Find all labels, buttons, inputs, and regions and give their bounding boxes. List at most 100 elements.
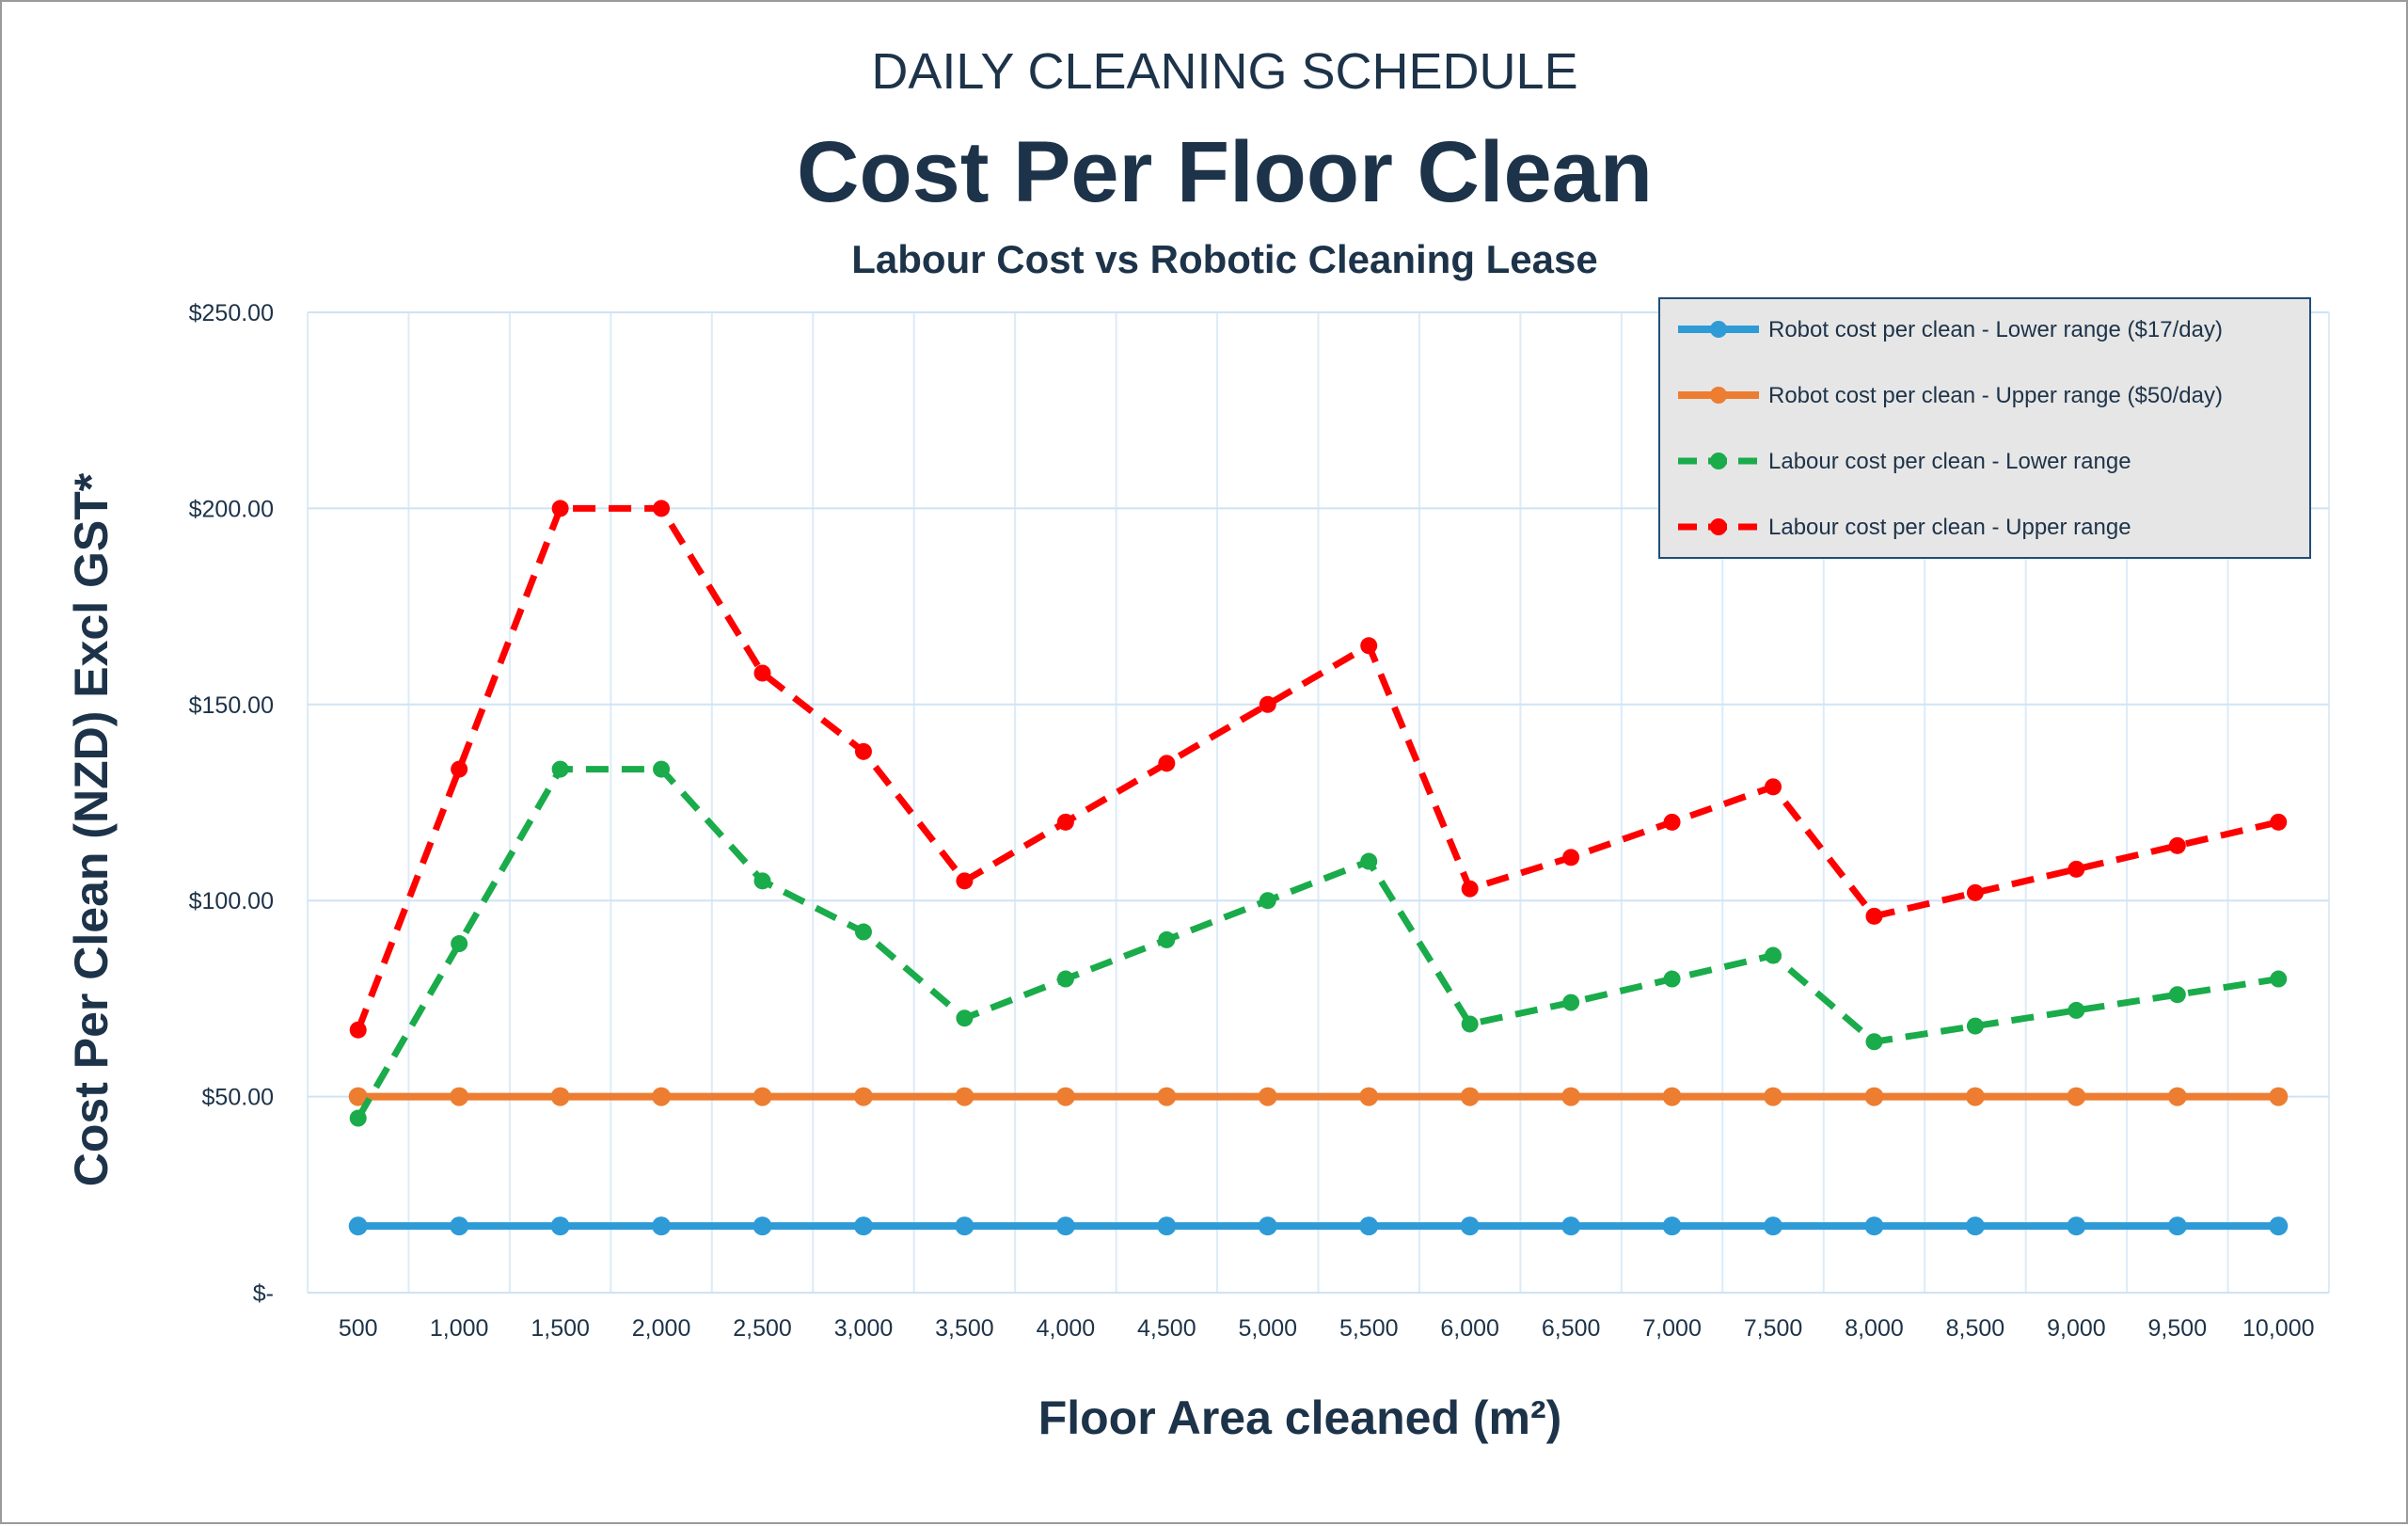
- series-layer: [348, 500, 2289, 1236]
- data-point: [1966, 883, 1984, 901]
- x-tick-label: 7,500: [1744, 1315, 1803, 1342]
- data-point: [955, 1087, 974, 1106]
- legend-swatch-marker: [1710, 453, 1727, 469]
- data-point: [2168, 836, 2186, 854]
- chart-subtitle: Labour Cost vs Robotic Cleaning Lease: [851, 237, 1597, 281]
- y-tick-label: $150.00: [189, 692, 274, 719]
- series-2: [348, 1087, 2289, 1106]
- data-point: [1561, 1087, 1581, 1106]
- data-point: [1966, 1017, 1984, 1035]
- data-point: [955, 1216, 974, 1236]
- data-point: [752, 1216, 772, 1236]
- y-tick-label: $250.00: [189, 300, 274, 326]
- data-point: [1965, 1216, 1985, 1236]
- data-point: [348, 1216, 368, 1236]
- x-tick-label: 10,000: [2242, 1315, 2314, 1342]
- data-point: [2270, 813, 2288, 831]
- data-point: [551, 760, 569, 778]
- data-point: [956, 872, 974, 890]
- data-point: [2168, 986, 2186, 1004]
- x-tick-label: 9,500: [2148, 1315, 2208, 1342]
- x-tick-label: 7,000: [1642, 1315, 1702, 1342]
- data-point: [1662, 1087, 1682, 1106]
- data-point: [1765, 946, 1782, 964]
- data-point: [1258, 1216, 1277, 1236]
- data-point: [1157, 1087, 1177, 1106]
- y-tick-label: $-: [253, 1280, 274, 1307]
- data-point: [1764, 1216, 1783, 1236]
- x-tick-label: 4,500: [1137, 1315, 1196, 1342]
- data-point: [2067, 860, 2085, 878]
- data-point: [653, 760, 671, 778]
- x-tick-label: 3,000: [834, 1315, 894, 1342]
- data-point: [1864, 1216, 1884, 1236]
- data-point: [653, 500, 671, 517]
- data-point: [1055, 1087, 1075, 1106]
- legend-label: Robot cost per clean - Upper range ($50/…: [1768, 383, 2223, 408]
- x-tick-label: 5,000: [1238, 1315, 1297, 1342]
- data-point: [752, 1087, 772, 1106]
- data-point: [853, 1216, 873, 1236]
- data-point: [652, 1087, 672, 1106]
- legend-swatch-marker: [1710, 387, 1727, 404]
- data-point: [2067, 1216, 2086, 1236]
- data-point: [2067, 1001, 2085, 1019]
- data-point: [2067, 1087, 2086, 1106]
- y-tick-label: $50.00: [202, 1085, 274, 1111]
- x-tick-label: 2,000: [632, 1315, 691, 1342]
- x-axis-title: Floor Area cleaned (m²): [1038, 1391, 1562, 1444]
- data-point: [349, 1109, 367, 1127]
- data-point: [2270, 970, 2288, 988]
- data-point: [1864, 1087, 1884, 1106]
- data-point: [854, 923, 872, 941]
- series-line: [355, 766, 2279, 1121]
- data-point: [1258, 1087, 1277, 1106]
- x-tick-label: 2,500: [733, 1315, 792, 1342]
- legend-swatch-marker: [1710, 321, 1727, 338]
- y-tick-label: $200.00: [189, 496, 274, 522]
- legend-items: Robot cost per clean - Lower range ($17/…: [1678, 317, 2223, 540]
- data-point: [349, 1021, 367, 1039]
- data-point: [1461, 1015, 1479, 1033]
- data-point: [1461, 880, 1479, 898]
- legend-label: Labour cost per clean - Upper range: [1768, 515, 2131, 540]
- legend: Robot cost per clean - Lower range ($17/…: [1658, 297, 2311, 559]
- data-point: [1460, 1087, 1480, 1106]
- x-tick-label: 9,000: [2047, 1315, 2106, 1342]
- data-point: [1359, 1216, 1379, 1236]
- chart-supertitle: DAILY CLEANING SCHEDULE: [871, 43, 1577, 100]
- data-point: [1259, 892, 1276, 910]
- data-point: [1663, 813, 1681, 831]
- data-point: [2269, 1087, 2289, 1106]
- data-point: [450, 1087, 469, 1106]
- x-tick-label: 8,000: [1845, 1315, 1904, 1342]
- data-point: [1662, 1216, 1682, 1236]
- x-tick-label: 3,500: [935, 1315, 994, 1342]
- data-point: [652, 1216, 672, 1236]
- data-point: [1259, 695, 1276, 713]
- legend-box: [1658, 297, 2311, 559]
- data-point: [451, 935, 468, 953]
- x-tick-label: 8,500: [1946, 1315, 2005, 1342]
- legend-swatch-marker: [1710, 518, 1727, 535]
- data-point: [2269, 1216, 2289, 1236]
- data-point: [1056, 813, 1074, 831]
- data-point: [550, 1216, 570, 1236]
- data-point: [1561, 1216, 1581, 1236]
- y-axis-title: Cost Per Clean (NZD) Excl GST*: [65, 472, 118, 1186]
- data-point: [1158, 930, 1176, 948]
- data-point: [1663, 970, 1681, 988]
- data-point: [1055, 1216, 1075, 1236]
- x-tick-label: 5,500: [1339, 1315, 1399, 1342]
- data-point: [1158, 755, 1176, 772]
- data-point: [1865, 1033, 1883, 1051]
- y-tick-label: $100.00: [189, 888, 274, 914]
- data-point: [1764, 1087, 1783, 1106]
- data-point: [2167, 1087, 2187, 1106]
- data-point: [753, 664, 771, 682]
- series-3: [349, 760, 2288, 1127]
- x-tick-label: 6,000: [1440, 1315, 1499, 1342]
- data-point: [853, 1087, 873, 1106]
